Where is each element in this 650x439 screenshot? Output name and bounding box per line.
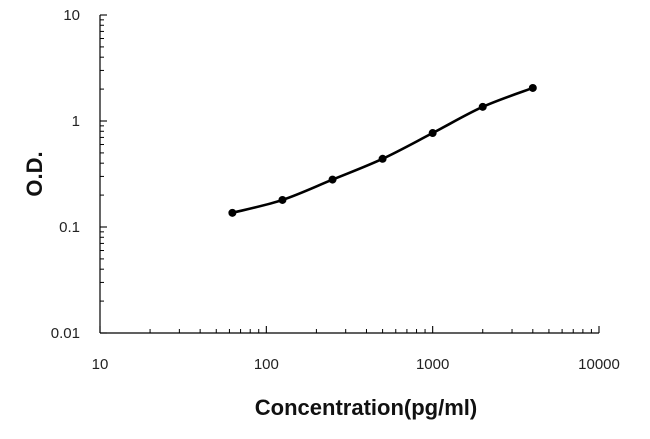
ticks [99,14,600,334]
x-tick-label: 1000 [416,356,449,373]
plot-area [228,83,537,217]
x-tick-label: 100 [254,356,279,373]
y-axis-title: O.D. [22,151,47,196]
data-point [478,102,487,111]
y-tick-label: 10 [63,7,80,24]
x-tick-label: 10000 [578,356,620,373]
data-point [528,83,537,92]
x-axis-title: Concentration(pg/ml) [255,395,477,420]
y-tick-label: 0.01 [51,325,80,342]
y-tick-label: 0.1 [59,219,80,236]
x-tick-label: 10 [92,356,109,373]
series-line [231,86,535,215]
data-point [278,195,287,204]
axes [99,15,599,334]
data-point [428,129,437,138]
data-point [378,154,387,163]
data-point [328,175,337,184]
data-point [228,208,237,217]
tick-labels: 10 100 1000 10000 0.01 0.1 1 10 [51,7,620,373]
y-tick-label: 1 [72,113,80,130]
